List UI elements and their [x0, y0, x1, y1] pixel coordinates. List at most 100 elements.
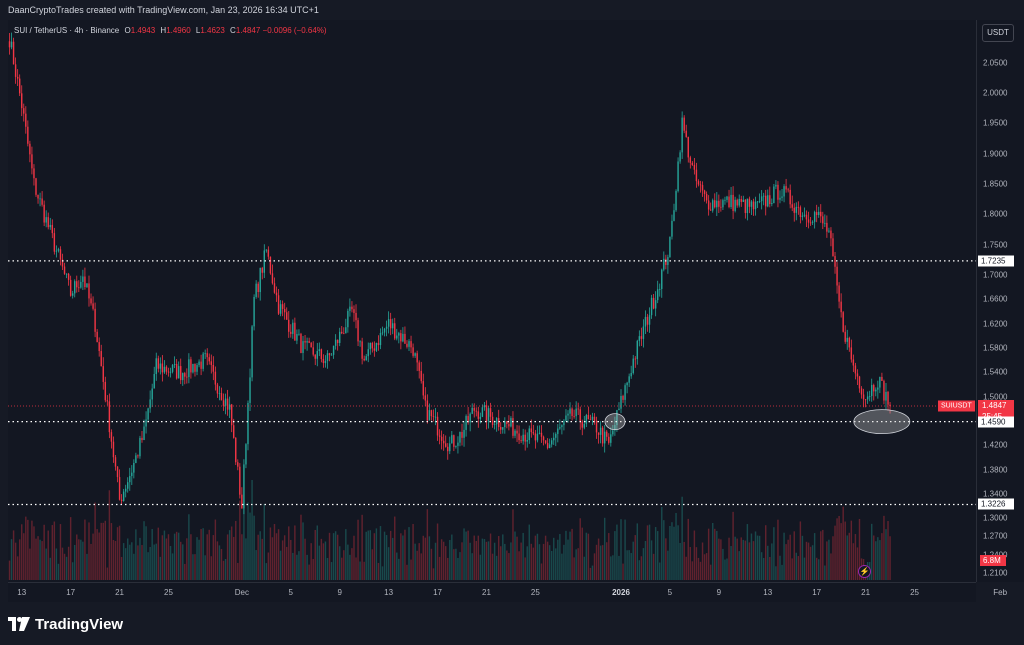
candle-body: [420, 370, 422, 382]
volume-bar: [610, 556, 612, 580]
candle-body: [632, 358, 634, 374]
volume-bar: [801, 535, 804, 580]
time-axis[interactable]: 13 17 21 25 Dec 5 9 13 17 21 25 2026 5 9 13 17 21 25 Feb: [8, 582, 1007, 602]
volume-bar: [557, 539, 559, 580]
volume-bar: [184, 563, 186, 580]
candle-body: [485, 405, 488, 422]
volume-bar: [628, 550, 630, 580]
candle-body: [444, 443, 447, 447]
candle-body: [180, 366, 182, 381]
candle-body: [336, 339, 339, 343]
volume-bar: [765, 525, 767, 580]
candle-body: [257, 283, 259, 293]
candle-body: [49, 224, 51, 228]
candle-body: [365, 356, 367, 361]
lightning-icon[interactable]: ⚡: [858, 565, 871, 578]
candle-body: [324, 360, 327, 364]
candle-body: [744, 199, 747, 214]
volume-bar: [834, 525, 836, 580]
price-tick-label: 1.5400: [983, 367, 1008, 377]
level-price-tag: 1.3226: [978, 498, 1014, 510]
volume-bar: [840, 523, 842, 580]
volume-bar: [204, 555, 206, 580]
candle-body: [697, 181, 700, 185]
candle-body: [807, 219, 810, 223]
volume-bar: [500, 546, 502, 580]
volume-bar: [697, 557, 700, 580]
candle-body: [848, 337, 851, 348]
candle-body: [96, 331, 98, 343]
candle-body: [610, 434, 612, 443]
volume-bar: [516, 536, 518, 580]
candle-body: [475, 410, 477, 412]
tradingview-logo[interactable]: TradingView: [8, 614, 123, 634]
volume-bar: [646, 525, 649, 580]
volume-bar: [365, 531, 367, 580]
volume-bar: [353, 535, 355, 580]
candle-body: [328, 353, 331, 356]
time-tick-label: 5: [288, 588, 294, 597]
volume-bar: [577, 548, 579, 580]
candle-body: [581, 421, 583, 428]
price-tick-label: 1.3400: [983, 489, 1008, 499]
legend-change: −0.0096 (−0.64%): [262, 26, 327, 35]
volume-bar: [760, 552, 763, 580]
candle-body: [720, 206, 722, 208]
volume-bar: [620, 519, 622, 580]
volume-bar: [536, 533, 539, 580]
candle-body: [722, 200, 724, 208]
volume-bar: [310, 543, 312, 580]
volume-bar: [838, 515, 840, 580]
candle-body: [25, 113, 27, 127]
currency-unit-button[interactable]: USDT: [982, 24, 1014, 42]
price-axis[interactable]: 2.10002.05002.00001.95001.90001.85001.80…: [976, 20, 1024, 582]
volume-bar: [343, 550, 345, 580]
volume-bar: [149, 547, 151, 580]
volume-bar: [791, 558, 793, 580]
candle-body: [10, 41, 13, 48]
price-tick-label: 1.8000: [983, 209, 1008, 219]
candle-body: [361, 341, 363, 359]
candlestick-chart[interactable]: [8, 20, 976, 582]
candle-body: [663, 258, 665, 270]
time-tick-label: Dec: [234, 588, 249, 597]
candle-body: [310, 342, 312, 348]
volume-bar: [815, 557, 818, 580]
candle-body: [504, 421, 506, 428]
candle-body: [491, 416, 494, 425]
volume-bar: [251, 480, 253, 580]
candle-body: [157, 358, 160, 369]
candle-body: [740, 198, 742, 202]
volume-bar: [661, 506, 663, 580]
volume-bar: [716, 530, 718, 580]
candle-body: [14, 64, 17, 77]
candle-body: [510, 418, 512, 427]
candle-body: [202, 353, 204, 369]
candle-body: [237, 462, 239, 467]
candle-body: [226, 398, 229, 410]
candle-body: [514, 430, 516, 436]
volume-bar: [550, 550, 553, 580]
volume-bar: [243, 500, 245, 580]
candle-body: [391, 323, 394, 329]
volume-bar: [171, 553, 174, 580]
volume-bar: [875, 541, 877, 580]
candle-body: [628, 376, 630, 383]
volume-bar: [650, 540, 653, 580]
chart-credit: DaanCryptoTrades created with TradingVie…: [8, 5, 319, 15]
candle-body: [709, 209, 712, 211]
volume-bar: [573, 557, 575, 580]
candle-body: [269, 256, 272, 274]
volume-bar: [852, 543, 855, 580]
volume-bar: [591, 565, 594, 580]
volume-bar: [141, 545, 143, 580]
volume-bar: [273, 524, 276, 580]
candle-body: [620, 395, 622, 409]
candle-body: [877, 387, 879, 390]
candle-body: [18, 78, 21, 94]
time-tick-label: 5: [667, 588, 673, 597]
price-chart-pane[interactable]: [8, 20, 976, 582]
volume-bar: [603, 517, 606, 580]
volume-bar: [98, 532, 100, 580]
candle-body: [795, 206, 798, 213]
